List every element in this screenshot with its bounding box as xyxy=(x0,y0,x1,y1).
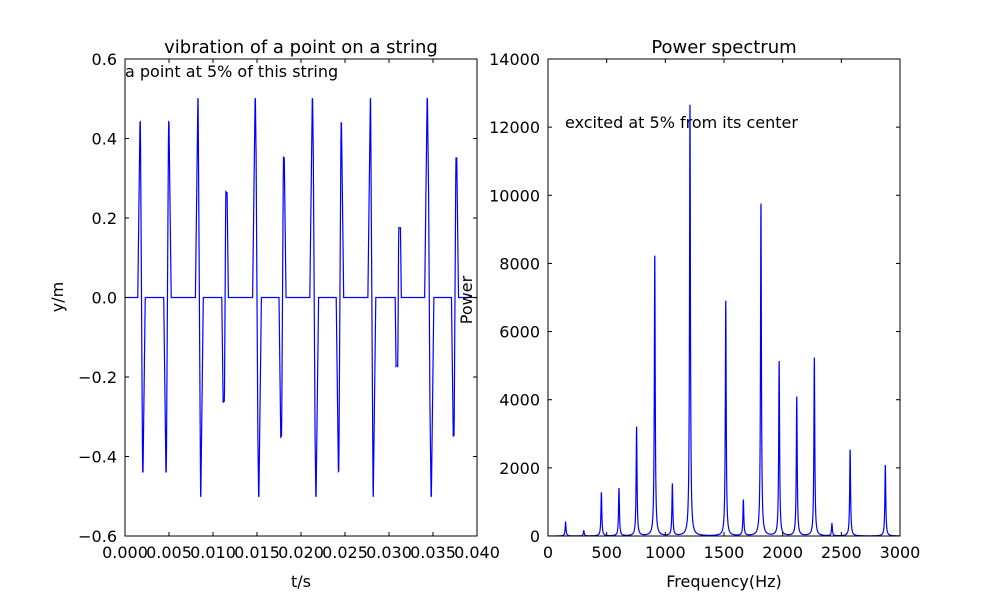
power-spectrum-ylabel: Power xyxy=(457,275,476,324)
ax0-ytick-1-label: −0.4 xyxy=(78,448,117,467)
ax1-xtick-1-label: 500 xyxy=(591,543,622,562)
ax1-xtick-6-label: 3000 xyxy=(880,543,921,562)
ax1-xtick-3-label: 1500 xyxy=(704,543,745,562)
ax0-xtick-6-label: 0.030 xyxy=(366,543,412,562)
ax1-ytick-3-label: 6000 xyxy=(499,323,540,342)
vibration-plot: vibration of a point on a string a point… xyxy=(48,37,500,591)
ax0-ytick-2-label: −0.2 xyxy=(78,368,117,387)
vibration-plot-ylabel: y/m xyxy=(48,282,67,312)
power-spectrum-annotation: excited at 5% from its center xyxy=(565,113,798,132)
ax0-ytick-5-label: 0.4 xyxy=(92,130,117,149)
ax0-xtick-5-label: 0.025 xyxy=(322,543,368,562)
vibration-plot-title: vibration of a point on a string xyxy=(164,37,438,58)
ax1-ytick-6-label: 12000 xyxy=(489,118,540,137)
vibration-plot-xlabel: t/s xyxy=(291,572,311,591)
vibration-plot-frame xyxy=(124,58,478,537)
ax0-xtick-7-label: 0.035 xyxy=(410,543,456,562)
vibration-plot-ticks: 0.0000.0050.0100.0150.0200.0250.0300.035… xyxy=(78,50,500,562)
ax1-ytick-0-label: 0 xyxy=(530,527,540,546)
ax1-ytick-5-label: 10000 xyxy=(489,186,540,205)
ax1-ytick-1-label: 2000 xyxy=(499,459,540,478)
ax1-xtick-0-label: 0 xyxy=(543,543,553,562)
ax0-ytick-3-label: 0.0 xyxy=(92,289,117,308)
ax0-xtick-3-label: 0.015 xyxy=(234,543,280,562)
ax0-xtick-0-label: 0.000 xyxy=(102,543,148,562)
ax0-xtick-2-label: 0.010 xyxy=(190,543,236,562)
power-spectrum-frame xyxy=(547,58,901,537)
ax1-xtick-5-label: 2500 xyxy=(821,543,862,562)
ax1-ytick-7-label: 14000 xyxy=(489,50,540,69)
ax0-xtick-4-label: 0.020 xyxy=(278,543,324,562)
ax0-ytick-4-label: 0.2 xyxy=(92,209,117,228)
ax1-xtick-2-label: 1000 xyxy=(645,543,686,562)
vibration-plot-annotation: a point at 5% of this string xyxy=(125,62,338,81)
power-spectrum-ticks: 0 500 1000 1500 2000 2500 3000 0 2000 4000 6000 800… xyxy=(489,50,920,562)
ax0-ytick-0-label: −0.6 xyxy=(78,527,117,546)
ax1-xtick-4-label: 2000 xyxy=(762,543,803,562)
power-spectrum-title: Power spectrum xyxy=(651,37,796,58)
ax1-ytick-2-label: 4000 xyxy=(499,391,540,410)
power-spectrum-plot: Power spectrum excited at 5% from its ce… xyxy=(457,37,920,591)
ax0-ytick-6-label: 0.6 xyxy=(92,50,117,69)
vibration-series-line xyxy=(125,98,477,497)
ax0-xtick-1-label: 0.005 xyxy=(146,543,192,562)
ax0-xtick-8-label: 0.040 xyxy=(454,543,500,562)
ax1-ytick-4-label: 8000 xyxy=(499,254,540,273)
power-spectrum-xlabel: Frequency(Hz) xyxy=(666,572,782,591)
